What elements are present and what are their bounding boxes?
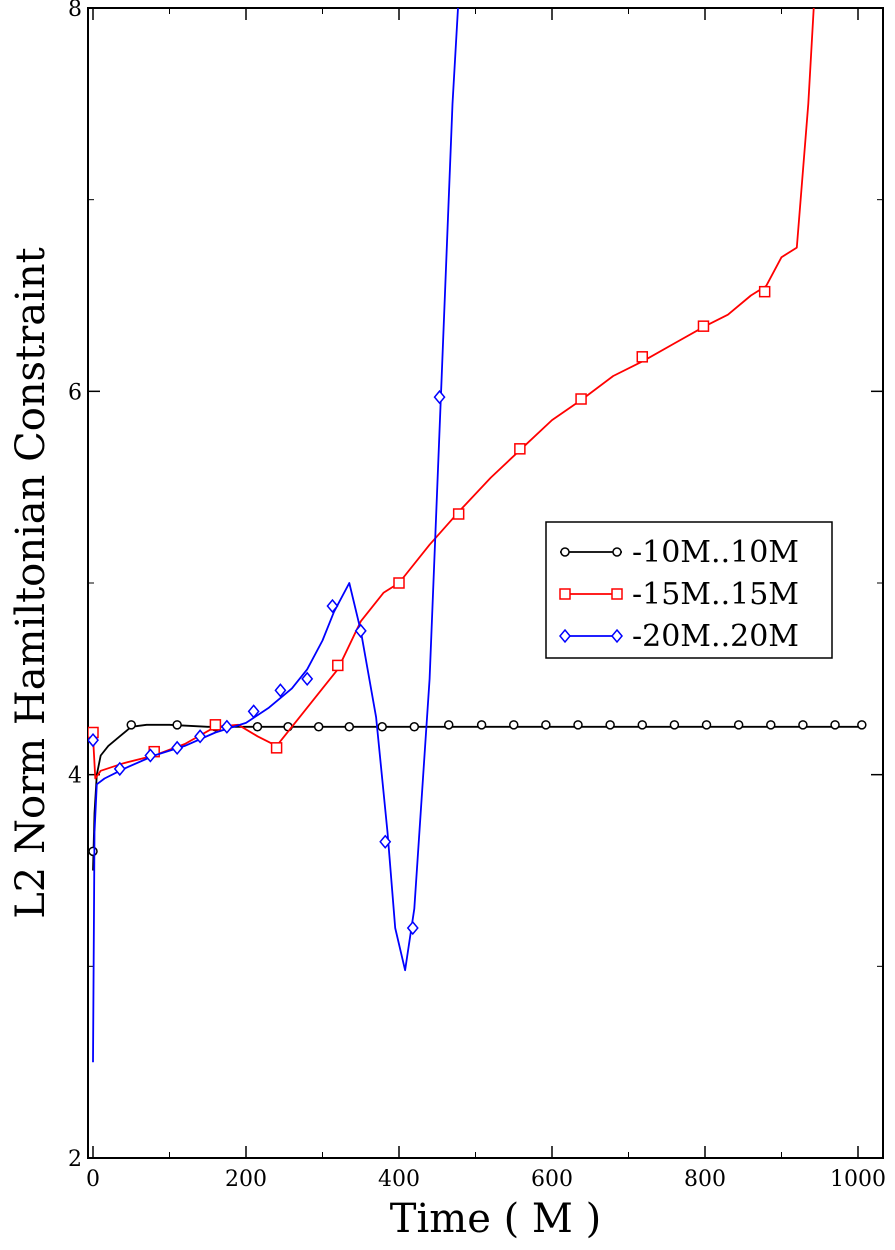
legend-label-15m-15m: -15M..15M: [632, 577, 799, 612]
data-point-10m-10m: [377, 722, 387, 732]
data-point-10m-10m: [766, 720, 776, 730]
data-point-10m-10m: [637, 720, 648, 730]
series-line-20m-20m: [92, 8, 459, 1063]
series-layer: [88, 8, 867, 1063]
data-point-20m-20m: [354, 623, 367, 639]
y-tick-label: 8: [68, 0, 82, 22]
data-point-20m-20m: [194, 729, 207, 744]
series-10m-10m: [88, 720, 867, 871]
y-tick-label: 2: [68, 1147, 82, 1172]
data-point-15m-15m: [758, 285, 771, 298]
data-point-10m-10m: [830, 720, 840, 730]
x-tick-label: 600: [531, 1167, 573, 1192]
data-point-15m-15m: [697, 320, 710, 332]
x-tick-label: 400: [378, 1167, 420, 1192]
data-point-10m-10m: [252, 722, 263, 732]
legend-label-20m-20m: -20M..20M: [632, 619, 799, 654]
data-point-15m-15m: [636, 351, 649, 363]
data-point-20m-20m: [144, 748, 157, 763]
legend-marker-15m-15m: [559, 588, 571, 600]
y-tick-label: 6: [68, 380, 82, 405]
series-15m-15m: [88, 8, 815, 780]
data-point-20m-20m: [406, 920, 419, 936]
data-point-10m-10m: [669, 720, 680, 730]
data-point-10m-10m: [344, 722, 355, 732]
data-point-20m-20m: [171, 740, 184, 756]
y-tick-label: 4: [68, 764, 82, 789]
data-point-15m-15m: [393, 577, 405, 589]
data-point-20m-20m: [326, 598, 339, 614]
data-point-10m-10m: [573, 720, 583, 730]
data-point-15m-15m: [575, 393, 587, 405]
x-axis-label: Time ( M ): [390, 1196, 601, 1242]
y-axis-label: L2 Norm Hamiltonian Constraint: [8, 247, 54, 919]
labels: Time ( M ) L2 Norm Hamiltonian Constrain…: [8, 247, 601, 1242]
legend-label-10m-10m: -10M..10M: [632, 535, 799, 570]
series-line-15m-15m: [92, 8, 815, 780]
data-point-15m-15m: [514, 443, 526, 455]
data-point-20m-20m: [113, 761, 126, 777]
axes: 0 200 400 600 800 1000 2 4 6 8: [68, 0, 886, 1192]
data-point-10m-10m: [172, 720, 182, 730]
x-tick-label: 1000: [830, 1167, 886, 1192]
data-point-20m-20m: [433, 389, 446, 405]
data-point-10m-10m: [733, 720, 744, 730]
data-point-15m-15m: [270, 742, 283, 754]
x-tick-label: 0: [86, 1167, 100, 1192]
data-point-20m-20m: [88, 732, 99, 748]
legend: -10M..10M -15M..15M -20M..20M: [545, 521, 833, 659]
data-point-20m-20m: [220, 719, 233, 734]
data-point-10m-10m: [409, 722, 420, 732]
data-point-10m-10m: [313, 722, 324, 732]
data-point-10m-10m: [476, 720, 487, 730]
legend-marker-20m-20m: [611, 628, 623, 644]
x-tick-label: 800: [684, 1167, 726, 1192]
series-line-10m-10m: [92, 723, 866, 871]
data-point-20m-20m: [301, 671, 314, 687]
legend-marker-10m-10m: [612, 547, 622, 557]
data-point-20m-20m: [247, 704, 260, 719]
data-point-20m-20m: [379, 834, 392, 849]
data-point-10m-10m: [798, 720, 808, 730]
series-20m-20m: [88, 8, 459, 1063]
data-point-10m-10m: [541, 720, 551, 730]
legend-marker-15m-15m: [611, 588, 623, 600]
data-point-10m-10m: [88, 846, 98, 857]
data-point-10m-10m: [857, 720, 867, 730]
data-point-10m-10m: [605, 720, 615, 730]
data-point-20m-20m: [274, 683, 287, 698]
legend-marker-10m-10m: [560, 547, 570, 557]
legend-marker-20m-20m: [559, 628, 571, 644]
data-point-10m-10m: [126, 720, 136, 730]
data-point-10m-10m: [509, 720, 519, 730]
data-point-10m-10m: [443, 720, 454, 730]
data-point-15m-15m: [209, 719, 222, 731]
data-point-15m-15m: [452, 508, 465, 520]
data-point-10m-10m: [701, 720, 712, 730]
x-tick-label: 200: [225, 1167, 267, 1192]
data-point-15m-15m: [332, 659, 344, 672]
